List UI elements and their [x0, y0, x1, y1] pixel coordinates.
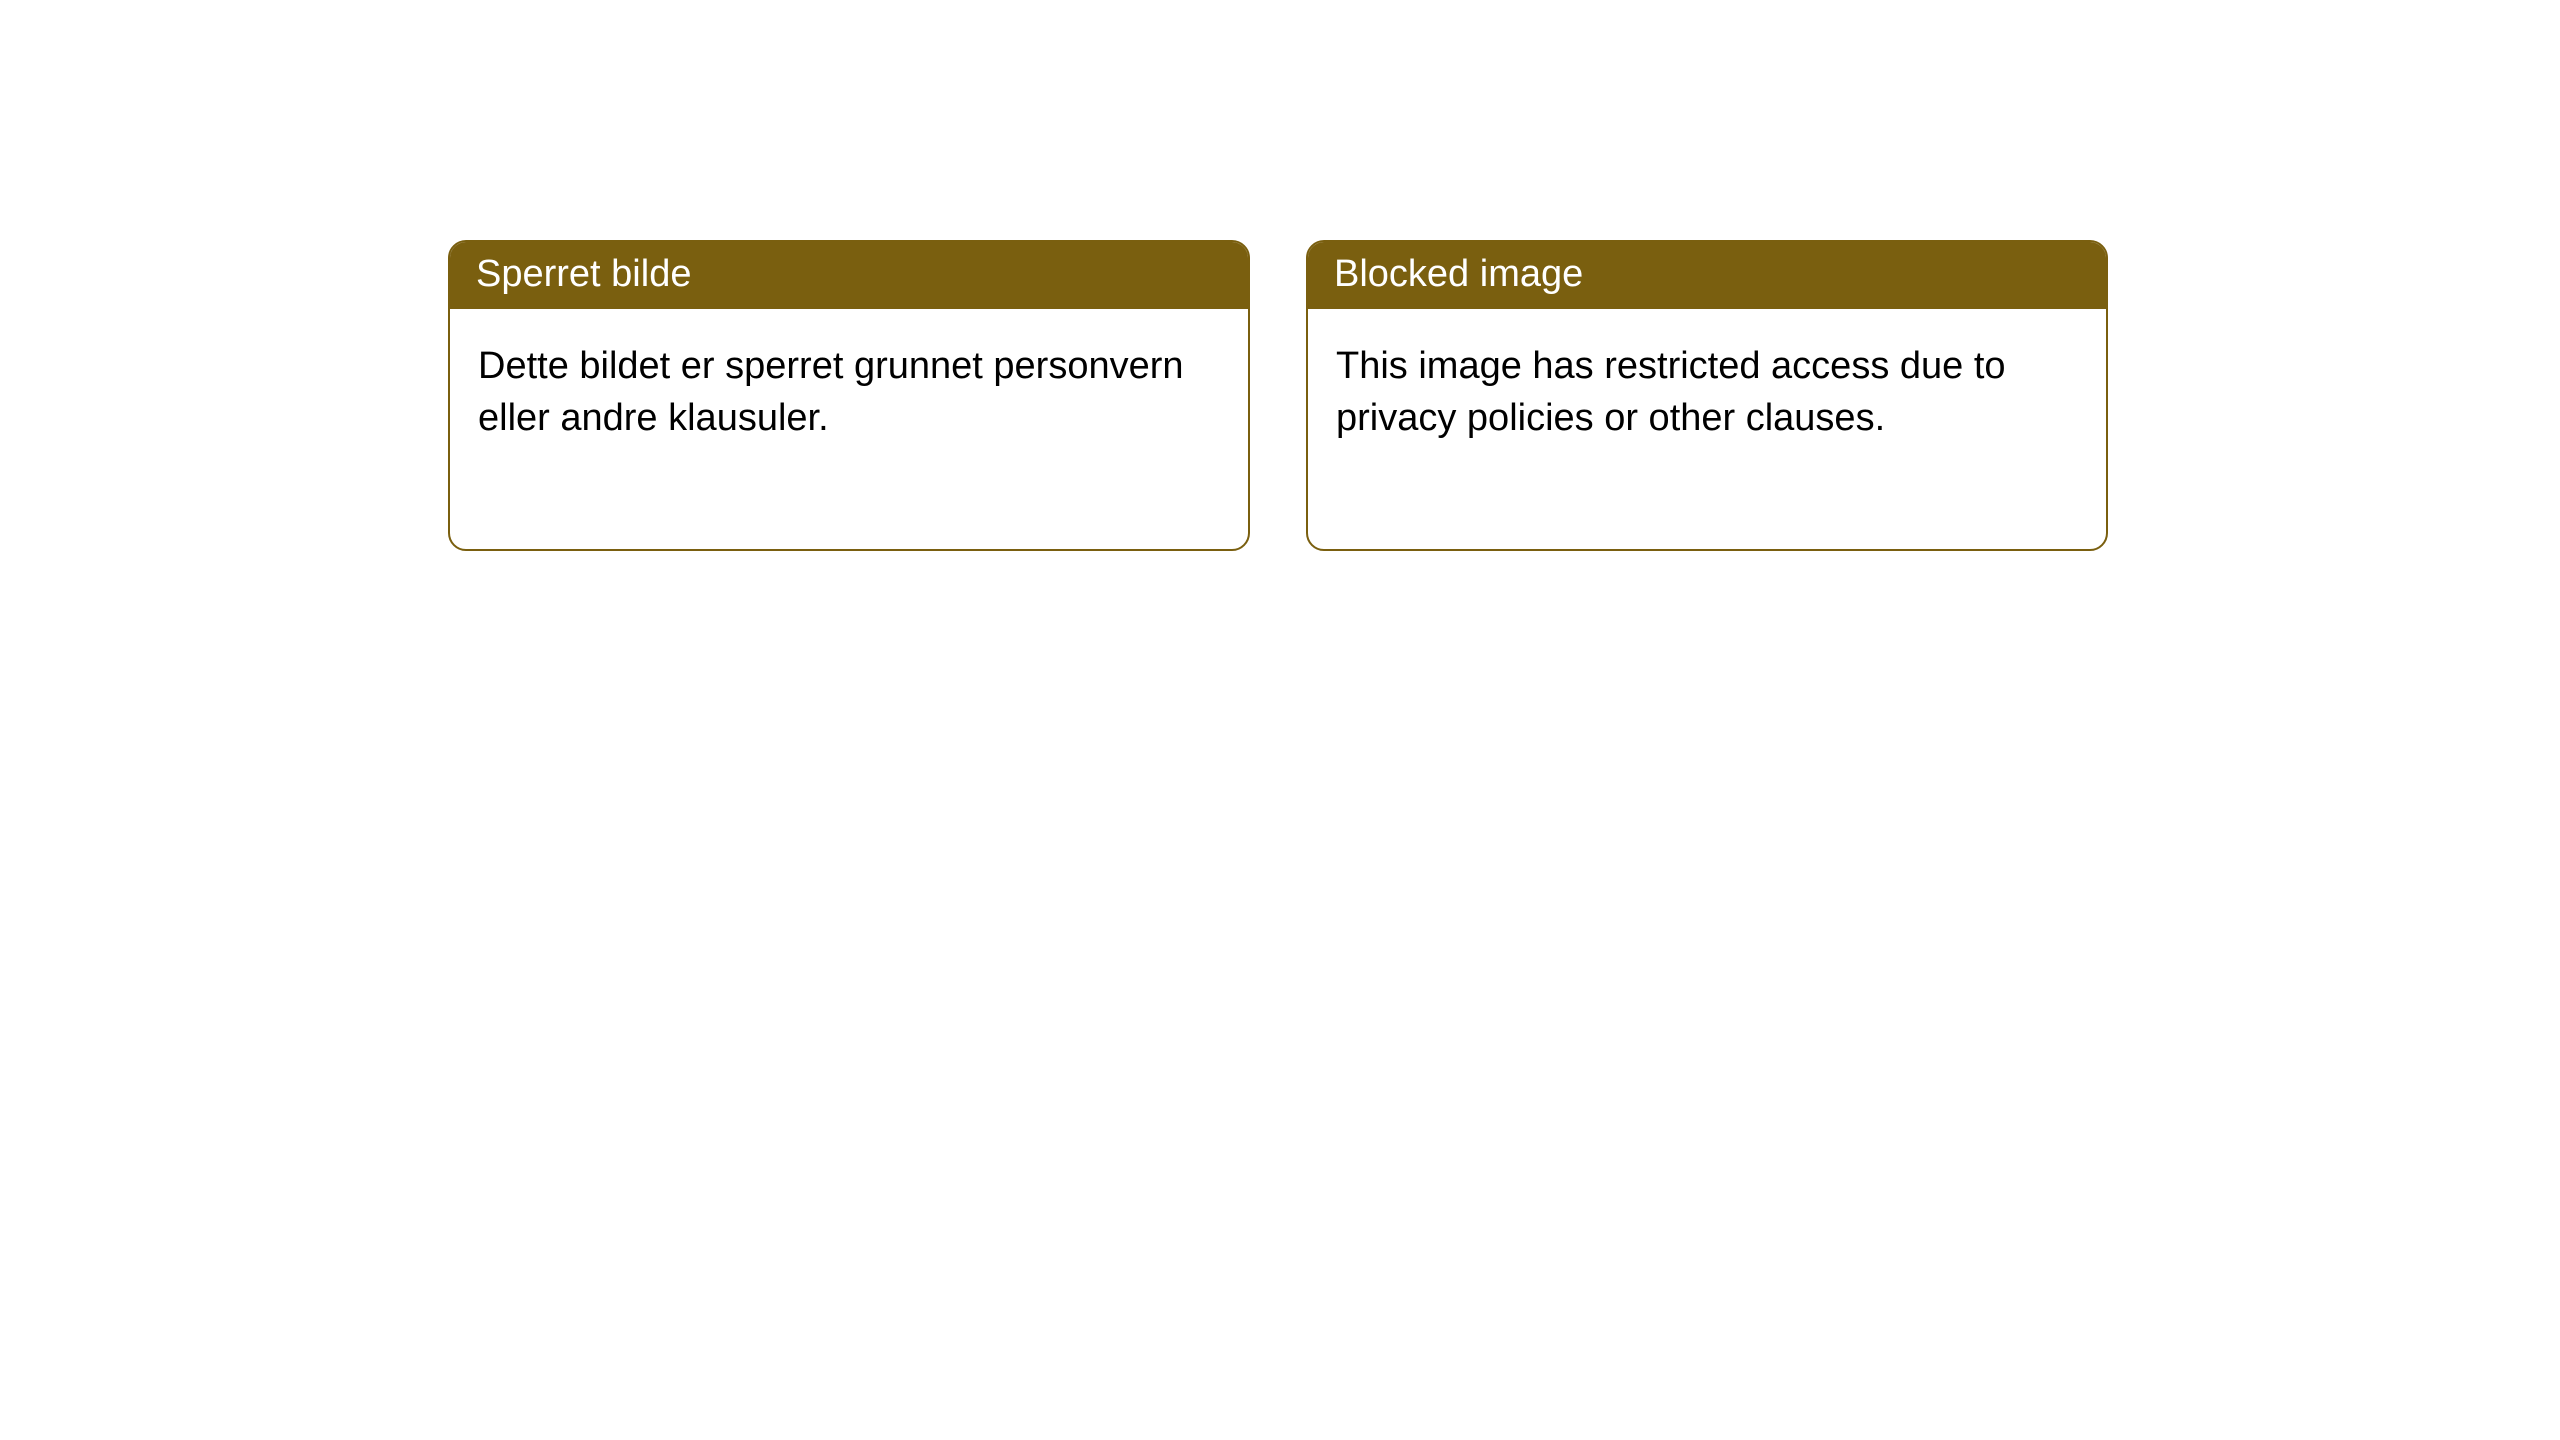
notice-container: Sperret bilde Dette bildet er sperret gr…	[0, 0, 2560, 551]
card-body: Dette bildet er sperret grunnet personve…	[450, 309, 1248, 549]
card-header: Blocked image	[1308, 242, 2106, 309]
card-body: This image has restricted access due to …	[1308, 309, 2106, 549]
notice-card-norwegian: Sperret bilde Dette bildet er sperret gr…	[448, 240, 1250, 551]
card-header: Sperret bilde	[450, 242, 1248, 309]
notice-card-english: Blocked image This image has restricted …	[1306, 240, 2108, 551]
